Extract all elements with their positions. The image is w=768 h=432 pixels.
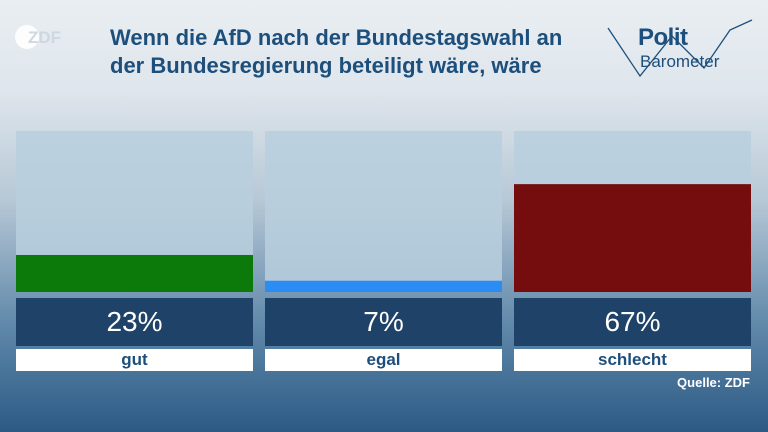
category-label-egal: egal bbox=[265, 349, 502, 371]
svg-text:ZDF: ZDF bbox=[28, 28, 61, 47]
brand-polit: Polit bbox=[638, 24, 688, 51]
bar-track-egal bbox=[265, 131, 502, 292]
category-label-gut: gut bbox=[16, 349, 253, 371]
value-label-egal: 7% bbox=[265, 298, 502, 346]
zdf-logo-icon: ZDF bbox=[15, 25, 61, 49]
value-label-gut: 23% bbox=[16, 298, 253, 346]
bar-gut bbox=[16, 254, 253, 292]
source-note: Quelle: ZDF bbox=[677, 375, 750, 390]
value-label-schlecht: 67% bbox=[514, 298, 751, 346]
politbarometer-logo: Polit Barometer bbox=[600, 14, 760, 88]
category-label-schlecht: schlecht bbox=[514, 349, 751, 371]
bar-egal bbox=[265, 280, 502, 292]
chart-title: Wenn die AfD nach der Bundestagswahl an … bbox=[110, 25, 563, 78]
bar-schlecht bbox=[514, 184, 751, 292]
brand-barometer: Barometer bbox=[640, 52, 720, 71]
politbarometer-line-icon bbox=[607, 19, 753, 78]
